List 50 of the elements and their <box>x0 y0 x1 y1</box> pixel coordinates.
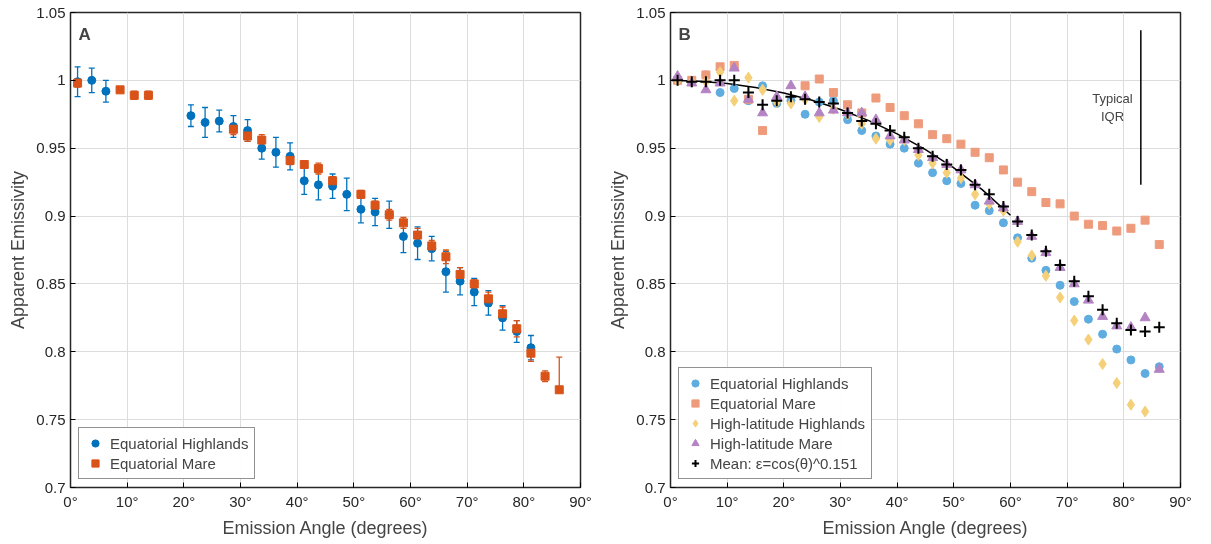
legend-label: High-latitude Mare <box>710 434 833 452</box>
x-tick-label: 20° <box>172 492 196 510</box>
annotation: Typical IQR <box>1092 91 1133 124</box>
x-tick-label: 40° <box>285 492 309 510</box>
x-tick-label: 30° <box>229 492 252 510</box>
x-tick-label: 30° <box>829 492 852 510</box>
y-tick-label: 1 <box>657 71 666 89</box>
x-tick-label: 40° <box>885 492 909 510</box>
y-tick-label: 0.85 <box>36 274 66 292</box>
x-tick-label: 80° <box>512 492 536 510</box>
y-axis-title: Apparent Emissivity <box>8 170 29 330</box>
x-tick-label: 80° <box>1112 492 1136 510</box>
y-tick-label: 1.05 <box>36 3 66 21</box>
y-tick-label: 0.95 <box>636 139 666 157</box>
x-tick-label: 10° <box>115 492 139 510</box>
x-tick-label: 70° <box>1055 492 1079 510</box>
y-tick-label: 0.95 <box>36 139 66 157</box>
y-tick-label: 0.75 <box>636 410 666 428</box>
x-tick-label: 60° <box>999 492 1022 510</box>
y-tick-label: 0.8 <box>644 342 666 360</box>
y-tick-label: 1 <box>57 71 66 89</box>
y-tick-label: 0.85 <box>636 274 666 292</box>
y-axis-title: Apparent Emissivity <box>608 170 629 330</box>
text: B <box>678 24 691 44</box>
x-tick-label: 60° <box>399 492 422 510</box>
legend-label: Equatorial Mare <box>710 394 816 412</box>
y-tick-label: 0.7 <box>644 478 666 496</box>
y-tick-label: 0.75 <box>36 410 66 428</box>
x-tick-label: 0° <box>663 492 678 510</box>
y-tick-label: 0.8 <box>44 342 66 360</box>
x-tick-label: 50° <box>942 492 966 510</box>
x-tick-label: 0° <box>63 492 78 510</box>
legend-label: Mean: ε=cos(θ)^0.151 <box>710 454 858 472</box>
x-tick-label: 20° <box>772 492 796 510</box>
y-tick-label: 0.9 <box>44 207 66 225</box>
legend-label: Equatorial Mare <box>110 454 216 472</box>
legend-label: High-latitude Highlands <box>710 414 866 432</box>
legend-label: Equatorial Highlands <box>710 374 849 392</box>
y-tick-label: 1.05 <box>636 3 666 21</box>
x-tick-label: 90° <box>1169 492 1192 510</box>
x-tick-label: 70° <box>455 492 479 510</box>
x-axis-title: Emission Angle (degrees) <box>822 517 1028 538</box>
text: A <box>78 24 91 44</box>
x-axis-title: Emission Angle (degrees) <box>222 517 428 538</box>
x-tick-label: 90° <box>569 492 592 510</box>
x-tick-label: 50° <box>342 492 366 510</box>
y-tick-label: 0.9 <box>644 207 666 225</box>
x-tick-label: 10° <box>715 492 739 510</box>
legend-label: Equatorial Highlands <box>110 434 249 452</box>
y-tick-label: 0.7 <box>44 478 66 496</box>
